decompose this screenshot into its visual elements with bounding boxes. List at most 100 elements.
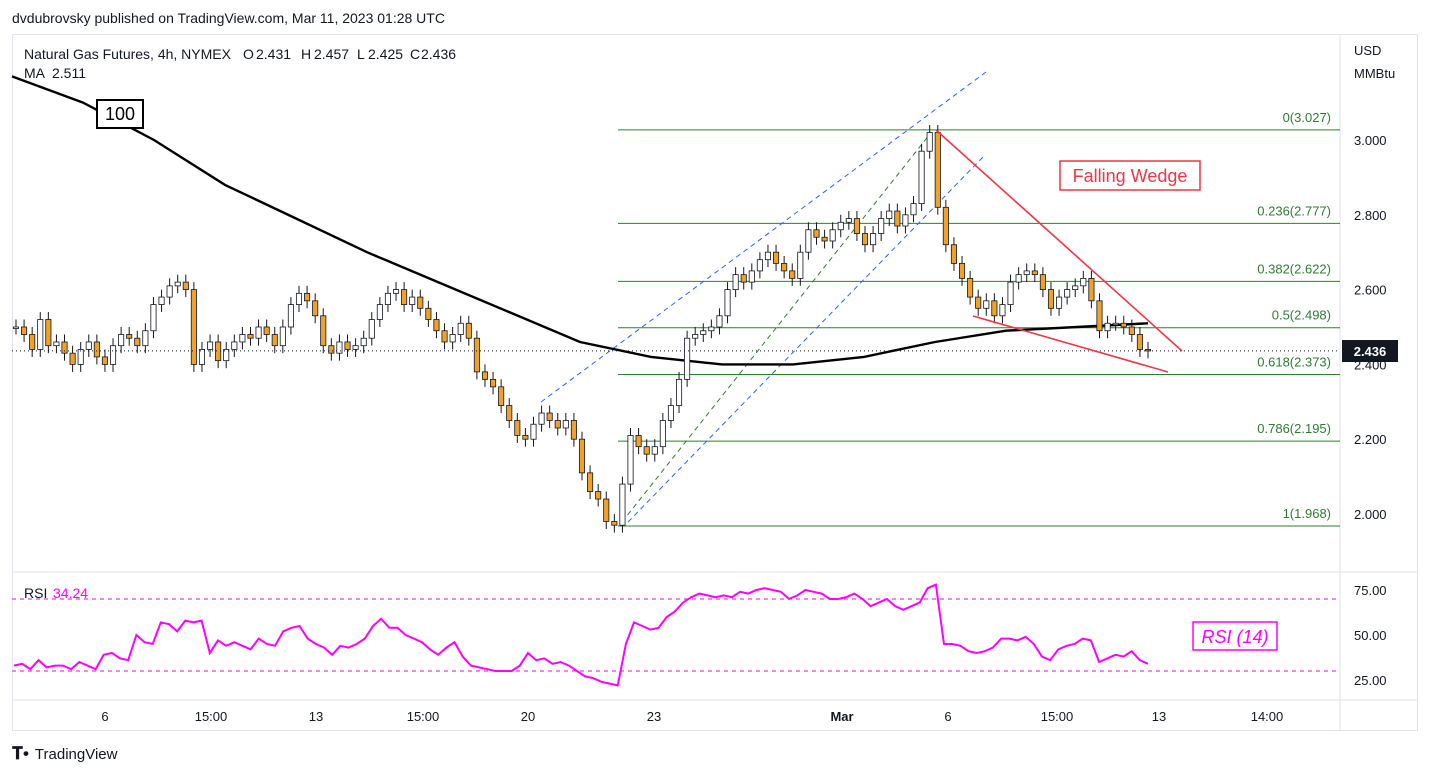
price-tick: 3.000: [1354, 133, 1387, 148]
candle-body: [1128, 326, 1135, 335]
candle-body: [708, 326, 715, 332]
time-tick: 23: [647, 709, 661, 724]
candle-body: [320, 315, 327, 347]
candle-body: [506, 405, 513, 421]
candle-body: [611, 521, 618, 526]
candle-body: [223, 349, 230, 362]
falling-wedge-label: Falling Wedge: [1073, 166, 1188, 186]
candle-body: [53, 341, 60, 347]
rsi-tick: 25.00: [1354, 673, 1387, 688]
candle-body: [69, 352, 76, 365]
candle-body: [643, 446, 650, 455]
candle-body: [45, 319, 52, 347]
candle-body: [328, 345, 335, 354]
candle-body: [942, 206, 949, 246]
candle-body: [441, 330, 448, 343]
candle-body: [538, 412, 545, 425]
publisher-line: dvdubrovsky published on TradingView.com…: [12, 10, 445, 26]
candle-body: [562, 420, 569, 429]
candle-body: [829, 229, 836, 242]
candle-body: [587, 472, 594, 492]
candle-body: [12, 326, 20, 329]
candle-body: [166, 285, 173, 298]
legend-high: 2.457: [314, 46, 349, 62]
moving-average-100: [11, 75, 1149, 366]
chart-frame[interactable]: [12, 34, 1418, 731]
candle-body: [821, 236, 828, 242]
legend-low-label: L: [357, 46, 365, 62]
fib-label: 0.382(2.622): [1257, 261, 1331, 276]
candle-body: [29, 334, 36, 350]
candle-body: [1104, 322, 1111, 332]
fib-label: 0.236(2.777): [1257, 203, 1331, 218]
candle-body: [110, 345, 117, 365]
price-tick: 2.800: [1354, 208, 1387, 223]
candle-body: [1007, 281, 1014, 305]
candle-body: [37, 319, 44, 350]
candle-body: [1112, 322, 1119, 326]
candle-body: [21, 326, 28, 335]
candle-body: [1015, 274, 1022, 283]
candle-body: [457, 322, 464, 335]
time-tick: 20: [521, 709, 535, 724]
channel-lower-line: [627, 155, 985, 523]
candle-body: [684, 337, 691, 380]
candle-body: [295, 292, 303, 305]
candle-body: [522, 435, 529, 440]
time-tick: 13: [309, 709, 323, 724]
candle-body: [878, 218, 885, 234]
candle-body: [651, 446, 658, 455]
candle-body: [1136, 334, 1143, 350]
time-tick: 13: [1152, 709, 1166, 724]
candle-body: [546, 412, 553, 421]
candle-body: [837, 221, 844, 231]
price-tick: 2.200: [1354, 432, 1387, 447]
candle-body: [950, 244, 957, 264]
time-tick: 6: [944, 709, 951, 724]
wedge-upper-line: [935, 129, 1183, 352]
channel-mid-line: [621, 133, 931, 523]
candle-body: [126, 334, 133, 339]
candle-body: [635, 435, 642, 448]
candle-body: [239, 334, 246, 343]
time-tick: 15:00: [407, 709, 440, 724]
fib-label: 0(3.027): [1283, 110, 1331, 125]
last-price-badge: [1342, 340, 1398, 362]
candle-body: [530, 423, 537, 440]
fib-label: 0.618(2.373): [1257, 354, 1331, 369]
candle-body: [991, 300, 998, 317]
candle-body: [61, 341, 68, 354]
fib-label: 0.5(2.498): [1272, 308, 1331, 323]
candle-body: [853, 218, 860, 234]
legend-ma-value: 2.511: [52, 65, 86, 81]
candle-body: [1064, 289, 1071, 298]
candle-body: [902, 214, 909, 227]
time-tick: 14:00: [1251, 709, 1284, 724]
candle-body: [578, 438, 586, 474]
rsi-legend-value: 34.24: [53, 585, 88, 601]
candle-body: [207, 341, 214, 350]
time-tick: Mar: [830, 709, 853, 724]
candle-body: [959, 263, 966, 279]
candle-body: [231, 341, 238, 350]
candle-body: [368, 319, 375, 339]
candle-body: [886, 210, 893, 219]
candle-body: [748, 270, 755, 283]
time-tick: 15:00: [195, 709, 228, 724]
candle-body: [473, 337, 480, 373]
candle-body: [376, 304, 383, 320]
candle-body: [797, 251, 804, 279]
candle-body: [732, 274, 739, 291]
candle-body: [975, 296, 982, 309]
candle-body: [118, 334, 125, 347]
footer-brand[interactable]: 𝐓• TradingView: [12, 744, 117, 764]
candle-body: [570, 420, 577, 440]
candle-body: [983, 300, 990, 309]
candle-body: [344, 341, 351, 350]
rsi-tick: 50.00: [1354, 628, 1387, 643]
candle-body: [101, 356, 108, 365]
candle-body: [724, 289, 731, 317]
candle-body: [287, 304, 294, 328]
legend-symbol: Natural Gas Futures, 4h, NYMEX: [24, 46, 232, 62]
